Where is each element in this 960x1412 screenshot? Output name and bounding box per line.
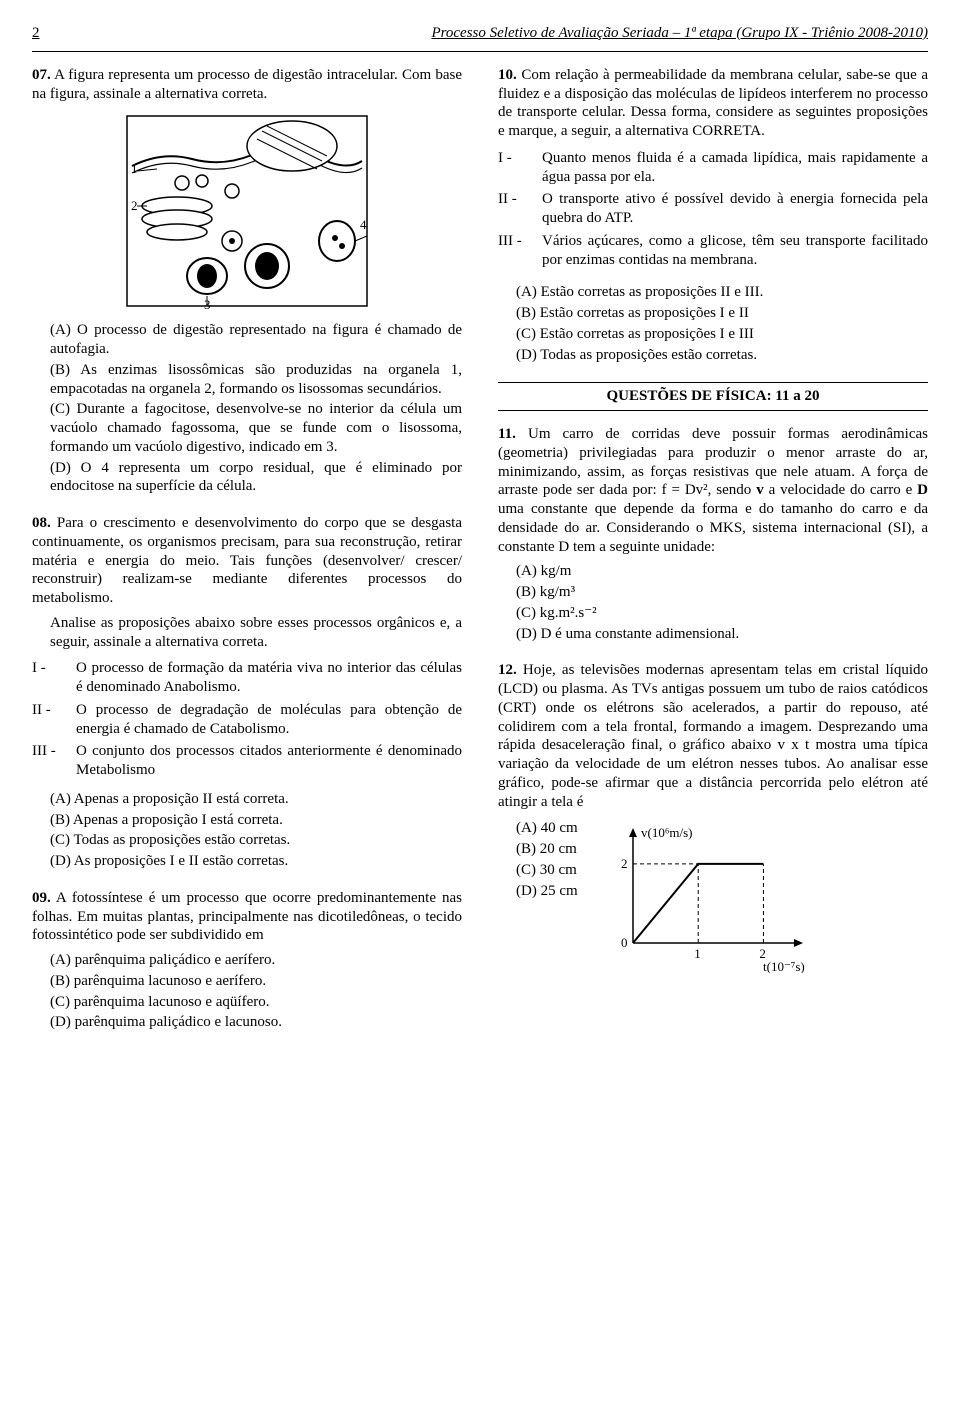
question-10: 10. Com relação à permeabilidade da memb… [498,66,928,365]
svg-text:2: 2 [621,856,628,871]
question-12: 12. Hoje, as televisões modernas apresen… [498,661,928,979]
q12-stem-text: Hoje, as televisões modernas apresentam … [498,662,928,809]
q08-number: 08. [32,515,51,531]
q10-prop-3: III - Vários açúcares, como a glicose, tê… [498,232,928,270]
svg-text:t(10⁻⁷s): t(10⁻⁷s) [763,959,805,973]
q10-number: 10. [498,67,517,83]
svg-text:2: 2 [759,946,766,961]
q11-stem: 11. Um carro de corridas deve possuir fo… [498,425,928,556]
q07-opt-a: (A) O processo de digestão representado … [50,321,462,359]
q09-opt-c: (C) parênquima lacunoso e aqüífero. [50,993,462,1012]
q09-opt-a: (A) parênquima paliçádico e aerífero. [50,951,462,970]
q12-opt-c: (C) 30 cm [516,861,578,880]
physics-section-header: QUESTÕES DE FÍSICA: 11 a 20 [498,382,928,411]
q09-opt-d: (D) parênquima paliçádico e lacunoso. [50,1013,462,1032]
q12-chart: v(10⁶m/s)t(10⁻⁷s)2012 [598,823,808,979]
q08-p1-text: O processo de formação da matéria viva n… [76,659,462,697]
q08-p2-text: O processo de degradação de moléculas pa… [76,701,462,739]
q10-stem-text: Com relação à permeabilidade da membrana… [498,67,928,139]
right-column: 10. Com relação à permeabilidade da memb… [498,66,928,1050]
q07-opt-c: (C) Durante a fagocitose, desenvolve-se … [50,400,462,456]
q12-stem: 12. Hoje, as televisões modernas apresen… [498,661,928,811]
q08-p3-label: III - [32,742,66,780]
q08-stem: 08. Para o crescimento e desenvolvimento… [32,514,462,608]
q07-stem: 07. A figura representa um processo de d… [32,66,462,104]
q07-number: 07. [32,67,51,83]
q08-prop-2: II - O processo de degradação de molécula… [32,701,462,739]
q07-opt-b: (B) As enzimas lisossômicas são produzid… [50,361,462,399]
q10-p3-label: III - [498,232,532,270]
velocity-time-graph: v(10⁶m/s)t(10⁻⁷s)2012 [598,823,808,973]
left-column: 07. A figura representa um processo de d… [32,66,462,1050]
page-number: 2 [32,24,40,43]
cell-diagram: 1 2 3 4 [122,111,372,311]
q11-opt-d: (D) D é uma constante adimensional. [516,625,928,644]
q09-stem-text: A fotossíntese é um processo que ocorre … [32,890,462,944]
q08-opt-b: (B) Apenas a proposição I está correta. [50,811,462,830]
question-08: 08. Para o crescimento e desenvolvimento… [32,514,462,871]
q08-opt-d: (D) As proposições I e II estão corretas… [50,852,462,871]
q10-p1-label: I - [498,149,532,187]
page-header: 2 Processo Seletivo de Avaliação Seriada… [32,24,928,43]
q08-p2-label: II - [32,701,66,739]
q12-opt-d: (D) 25 cm [516,882,578,901]
q07-opt-d: (D) O 4 representa um corpo residual, qu… [50,459,462,497]
q10-stem: 10. Com relação à permeabilidade da memb… [498,66,928,141]
exam-title: Processo Seletivo de Avaliação Seriada –… [431,24,928,43]
figure-label-1: 1 [131,161,138,176]
question-07: 07. A figura representa um processo de d… [32,66,462,496]
q10-prop-2: II - O transporte ativo é possível devido… [498,190,928,228]
q08-p1-label: I - [32,659,66,697]
q07-stem-text: A figura representa um processo de diges… [32,67,462,102]
q10-prop-1: I - Quanto menos fluida é a camada lipídi… [498,149,928,187]
q12-opt-a: (A) 40 cm [516,819,578,838]
q10-p1-text: Quanto menos fluida é a camada lipídica,… [542,149,928,187]
q09-stem: 09. A fotossíntese é um processo que oco… [32,889,462,945]
q10-p3-text: Vários açúcares, como a glicose, têm seu… [542,232,928,270]
q09-number: 09. [32,890,51,906]
question-09: 09. A fotossíntese é um processo que oco… [32,889,462,1032]
q10-opt-b: (B) Estão corretas as proposições I e II [516,304,928,323]
q10-p2-text: O transporte ativo é possível devido à e… [542,190,928,228]
q10-p2-label: II - [498,190,532,228]
q12-number: 12. [498,662,517,678]
q10-opt-a: (A) Estão corretas as proposições II e I… [516,283,928,302]
q08-prop-3: III - O conjunto dos processos citados an… [32,742,462,780]
svg-text:0: 0 [621,935,628,950]
q08-opt-a: (A) Apenas a proposição II está correta. [50,790,462,809]
q08-p3-text: O conjunto dos processos citados anterio… [76,742,462,780]
q08-opt-c: (C) Todas as proposições estão corretas. [50,831,462,850]
q11-stem-d: D [917,482,928,498]
figure-label-2: 2 [131,198,138,213]
q11-opt-c: (C) kg.m².s⁻² [516,604,928,623]
q11-number: 11. [498,426,516,442]
header-rule [32,51,928,52]
q07-figure: 1 2 3 4 [32,111,462,311]
q12-opt-b: (B) 20 cm [516,840,578,859]
q11-opt-b: (B) kg/m³ [516,583,928,602]
q08-prop-1: I - O processo de formação da matéria viv… [32,659,462,697]
q10-opt-d: (D) Todas as proposições estão corretas. [516,346,928,365]
q11-opt-a: (A) kg/m [516,562,928,581]
svg-text:v(10⁶m/s): v(10⁶m/s) [641,825,692,840]
q11-stem-2: a velocidade do carro e [764,482,917,498]
q11-stem-3: uma constante que depende da forma e do … [498,501,928,555]
q09-opt-b: (B) parênquima lacunoso e aerífero. [50,972,462,991]
question-11: 11. Um carro de corridas deve possuir fo… [498,425,928,643]
q10-opt-c: (C) Estão corretas as proposições I e II… [516,325,928,344]
q11-stem-v: v [756,482,764,498]
figure-label-3: 3 [204,297,211,311]
q08-stem-text: Para o crescimento e desenvolvimento do … [32,515,462,606]
q08-instruction: Analise as proposições abaixo sobre esse… [50,614,462,652]
figure-label-4: 4 [360,217,367,232]
svg-text:1: 1 [694,946,701,961]
